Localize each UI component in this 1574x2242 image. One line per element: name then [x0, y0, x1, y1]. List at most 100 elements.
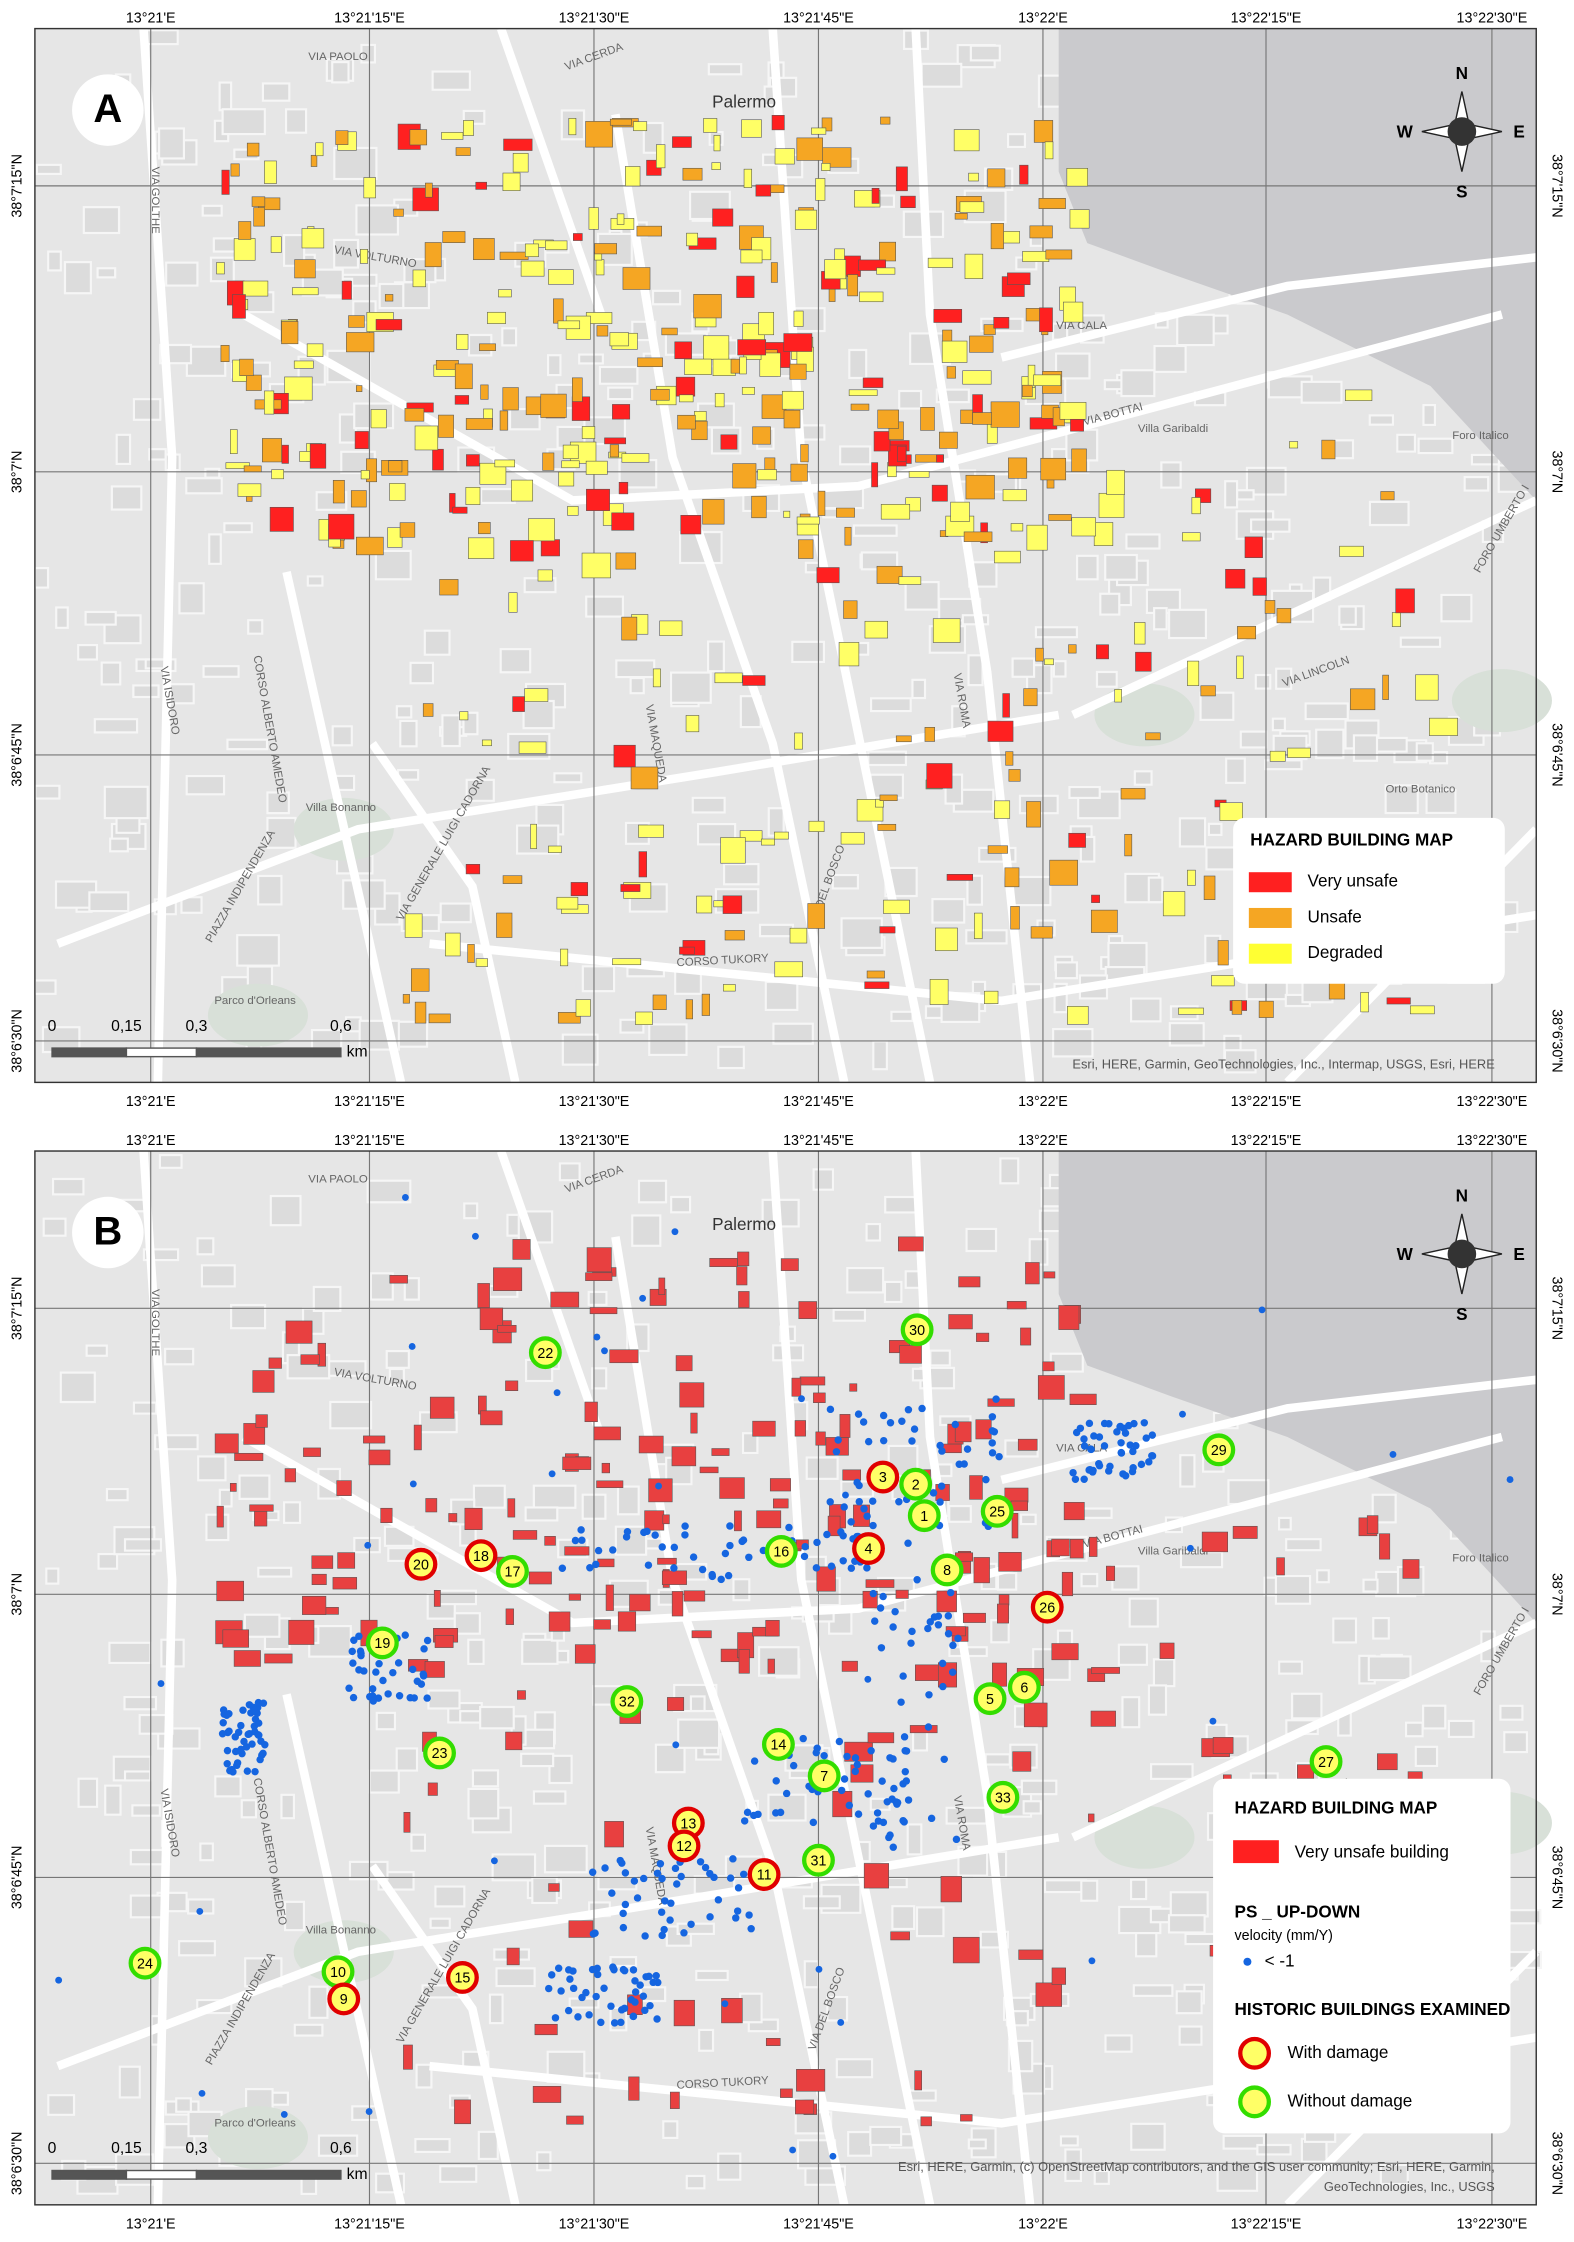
building: [1069, 1538, 1084, 1559]
building: [661, 327, 678, 336]
building: [656, 144, 666, 169]
ps-point: [588, 1868, 597, 1876]
building: [479, 343, 496, 352]
ps-point: [869, 1822, 878, 1830]
ps-point: [548, 1470, 556, 1478]
ps-point: [946, 1588, 955, 1597]
city-block: [467, 1787, 500, 1820]
building: [230, 429, 238, 454]
building: [1321, 439, 1336, 460]
building: [281, 444, 289, 464]
city-block: [929, 1349, 951, 1367]
building: [439, 579, 459, 596]
building: [584, 1401, 598, 1423]
building: [593, 1619, 611, 1630]
city-block: [403, 1277, 420, 1301]
building: [404, 913, 423, 938]
city-block: [597, 1875, 638, 1891]
marker-label: 13: [680, 1816, 696, 1832]
building: [596, 325, 609, 337]
city-block: [1384, 784, 1419, 815]
ps-point: [995, 1452, 1003, 1461]
city-block: [1503, 1731, 1528, 1754]
marker-label: 31: [811, 1853, 827, 1869]
city-block: [616, 1485, 640, 1516]
building: [790, 463, 808, 482]
ps-point: [423, 1694, 431, 1702]
city-block: [1250, 518, 1291, 533]
city-block: [410, 1833, 427, 1852]
building: [636, 225, 662, 237]
ps-point: [886, 1754, 894, 1762]
building: [1236, 655, 1244, 679]
city-block: [129, 1894, 165, 1919]
city-block: [369, 1272, 394, 1301]
city-block: [1130, 1878, 1148, 1901]
building: [998, 1594, 1010, 1606]
ps-point: [574, 2013, 582, 2021]
building: [348, 315, 365, 328]
city-block: [123, 1770, 152, 1782]
city-block: [221, 108, 266, 136]
ps-point: [840, 1503, 848, 1511]
city-block: [123, 1538, 163, 1552]
lat-label: 38°6'45"N: [1548, 1846, 1564, 1910]
city-block: [1207, 822, 1223, 837]
panel-label: A: [93, 87, 122, 131]
city-block: [1034, 626, 1079, 639]
city-block: [427, 1689, 461, 1710]
building: [987, 1398, 1015, 1407]
building: [1106, 469, 1125, 495]
building: [269, 506, 294, 532]
ps-point: [988, 1413, 997, 1421]
ps-point: [618, 1859, 626, 1867]
marker-label: 3: [879, 1470, 887, 1486]
building: [328, 513, 355, 540]
legend-label: With damage: [1287, 2042, 1388, 2062]
city-block: [948, 1505, 972, 1523]
building: [425, 1498, 438, 1513]
ps-point: [743, 1808, 752, 1817]
ps-point: [954, 1634, 962, 1643]
building: [524, 688, 549, 702]
building: [449, 493, 456, 513]
building: [311, 1555, 334, 1569]
city-block: [1379, 2163, 1409, 2186]
ps-point: [617, 2018, 625, 2027]
city-block: [312, 1285, 342, 1313]
city-block: [1271, 717, 1286, 732]
city-block: [108, 1641, 152, 1665]
attribution: Esri, HERE, Garmin, (c) OpenStreetMap co…: [898, 2159, 1495, 2174]
building: [752, 1420, 776, 1437]
building: [661, 1570, 687, 1585]
building: [1022, 251, 1050, 262]
lat-label: 38°6'45"N: [10, 723, 26, 787]
city-block: [308, 1985, 329, 2019]
ps-point: [1258, 1306, 1266, 1314]
ps-point: [837, 1786, 846, 1795]
building: [399, 522, 416, 538]
ps-point: [904, 1796, 913, 1804]
ps-point: [949, 1641, 957, 1650]
ps-point: [944, 1612, 953, 1620]
city-block: [803, 1960, 820, 1989]
city-block: [34, 784, 61, 800]
building: [877, 409, 899, 429]
ps-point: [667, 1899, 675, 1907]
building: [454, 363, 473, 390]
building: [796, 2069, 826, 2092]
ps-point: [869, 1521, 877, 1530]
ps-point: [1140, 1419, 1149, 1427]
building: [683, 1590, 706, 1602]
building: [604, 437, 627, 445]
building-marker: [445, 1961, 479, 1994]
building: [638, 824, 664, 838]
ps-point: [745, 1911, 753, 1919]
ps-point: [242, 1743, 251, 1751]
building: [796, 137, 823, 161]
building: [637, 357, 663, 368]
city-block: [199, 1842, 214, 1862]
building: [238, 221, 252, 240]
ps-point: [926, 1618, 934, 1626]
legend-swatch: [1233, 1840, 1279, 1864]
